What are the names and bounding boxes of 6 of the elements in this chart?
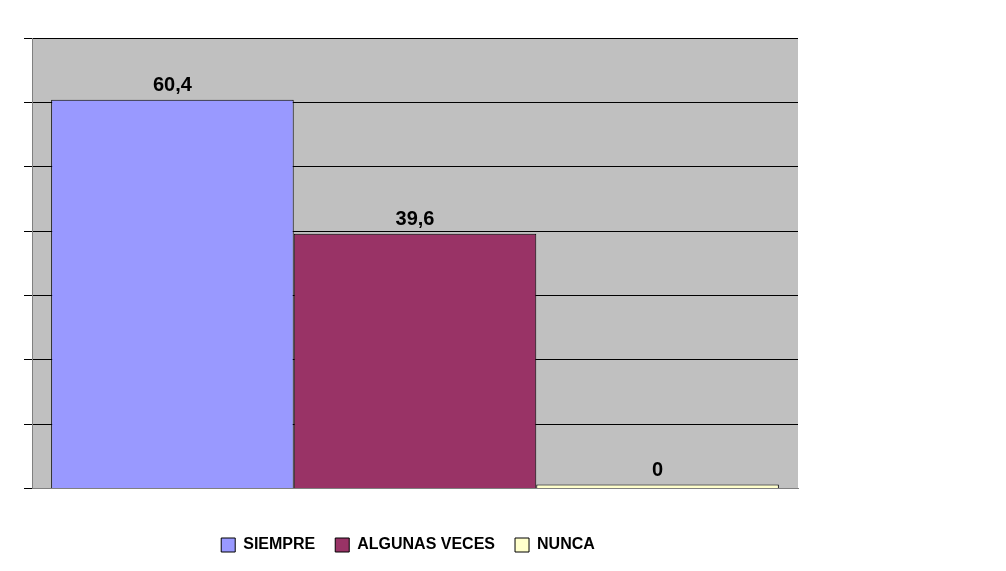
legend-label: NUNCA (537, 535, 596, 553)
data-label: 0 (652, 458, 664, 481)
legend-label: SIEMPRE (243, 535, 316, 553)
data-label: 39,6 (395, 207, 435, 230)
legend-label: ALGUNAS VECES (357, 535, 496, 553)
data-label: 60,4 (152, 73, 193, 96)
